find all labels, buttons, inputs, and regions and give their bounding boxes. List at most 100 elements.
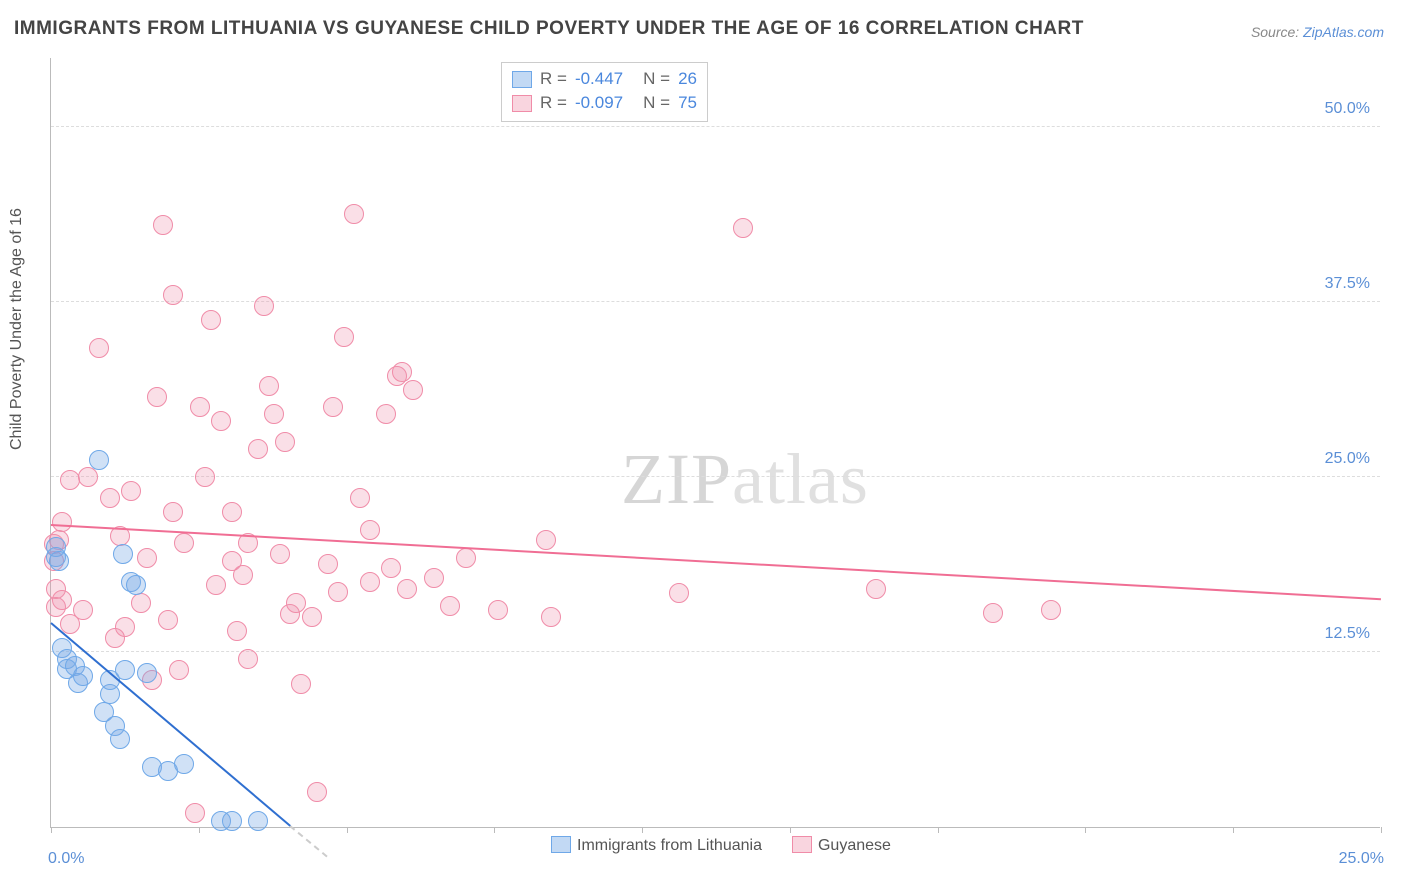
scatter-point-guyanese [259,376,279,396]
scatter-point-guyanese [174,533,194,553]
scatter-point-guyanese [121,481,141,501]
scatter-point-guyanese [669,583,689,603]
scatter-point-guyanese [291,674,311,694]
scatter-point-guyanese [147,387,167,407]
scatter-point-guyanese [248,439,268,459]
y-axis-label: Child Poverty Under the Age of 16 [8,208,26,450]
bottom-legend-label: Immigrants from Lithuania [577,837,762,854]
y-tick-label: 37.5% [1325,275,1370,293]
watermark: ZIPatlas [621,438,869,521]
scatter-point-guyanese [392,362,412,382]
scatter-point-guyanese [440,596,460,616]
bottom-legend-item: Guyanese [792,836,891,855]
legend-r-label: R = [540,91,567,115]
scatter-point-lithuania [222,811,242,831]
legend-r-label: R = [540,67,567,91]
scatter-point-guyanese [270,544,290,564]
bottom-legend-label: Guyanese [818,837,891,854]
x-tick [1233,827,1234,833]
gridline [51,301,1380,302]
scatter-point-lithuania [115,660,135,680]
scatter-point-guyanese [131,593,151,613]
x-tick [1381,827,1382,833]
scatter-point-guyanese [254,296,274,316]
scatter-point-guyanese [52,590,72,610]
scatter-point-guyanese [275,432,295,452]
bottom-legend-item: Immigrants from Lithuania [551,836,762,855]
scatter-point-guyanese [169,660,189,680]
scatter-point-guyanese [1041,600,1061,620]
x-tick [51,827,52,833]
x-tick [938,827,939,833]
scatter-point-guyanese [185,803,205,823]
x-axis-max-label: 25.0% [1339,850,1384,868]
scatter-point-guyanese [344,204,364,224]
y-tick-label: 12.5% [1325,625,1370,643]
x-tick [494,827,495,833]
scatter-point-guyanese [350,488,370,508]
scatter-point-guyanese [541,607,561,627]
scatter-point-guyanese [115,617,135,637]
scatter-point-guyanese [488,600,508,620]
scatter-point-guyanese [264,404,284,424]
source-attribution: Source: ZipAtlas.com [1251,24,1384,40]
legend-r-value: -0.097 [575,91,623,115]
scatter-point-guyanese [89,338,109,358]
x-tick [642,827,643,833]
gridline [51,476,1380,477]
y-tick-label: 50.0% [1325,100,1370,118]
legend-r-value: -0.447 [575,67,623,91]
scatter-point-lithuania [126,575,146,595]
scatter-point-lithuania [248,811,268,831]
stats-legend-row: R = -0.097 N = 75 [512,91,697,115]
source-label: Source: [1251,24,1303,40]
scatter-point-guyanese [328,582,348,602]
scatter-point-guyanese [73,600,93,620]
scatter-point-guyanese [158,610,178,630]
scatter-point-lithuania [110,729,130,749]
bottom-legend: Immigrants from Lithuania Guyanese [551,836,891,855]
x-tick [199,827,200,833]
scatter-point-guyanese [163,285,183,305]
y-tick-label: 25.0% [1325,450,1370,468]
scatter-point-guyanese [52,512,72,532]
watermark-atlas: atlas [732,439,869,519]
source-link[interactable]: ZipAtlas.com [1303,24,1384,40]
scatter-point-guyanese [307,782,327,802]
scatter-point-guyanese [403,380,423,400]
x-tick [347,827,348,833]
stats-legend: R = -0.447 N = 26 R = -0.097 N = 75 [501,62,708,122]
gridline [51,126,1380,127]
scatter-point-guyanese [536,530,556,550]
scatter-point-guyanese [323,397,343,417]
scatter-point-guyanese [376,404,396,424]
scatter-point-lithuania [174,754,194,774]
legend-swatch-pink [512,95,532,112]
legend-n-label: N = [643,67,670,91]
watermark-zip: ZIP [621,439,732,519]
scatter-point-guyanese [137,548,157,568]
scatter-point-guyanese [227,621,247,641]
legend-swatch-blue [551,836,571,853]
trend-line-extrapolated [290,825,329,857]
legend-swatch-pink [792,836,812,853]
scatter-point-guyanese [211,411,231,431]
scatter-point-guyanese [424,568,444,588]
scatter-point-guyanese [163,502,183,522]
scatter-point-guyanese [397,579,417,599]
trend-line-pink [51,524,1381,600]
scatter-point-guyanese [100,488,120,508]
x-axis-min-label: 0.0% [48,850,84,868]
scatter-point-guyanese [733,218,753,238]
scatter-point-guyanese [201,310,221,330]
scatter-point-guyanese [360,520,380,540]
scatter-point-guyanese [60,470,80,490]
scatter-point-lithuania [73,666,93,686]
scatter-point-guyanese [302,607,322,627]
legend-n-label: N = [643,91,670,115]
scatter-point-guyanese [456,548,476,568]
scatter-point-lithuania [113,544,133,564]
legend-swatch-blue [512,71,532,88]
legend-n-value: 26 [678,67,697,91]
scatter-point-lithuania [49,551,69,571]
